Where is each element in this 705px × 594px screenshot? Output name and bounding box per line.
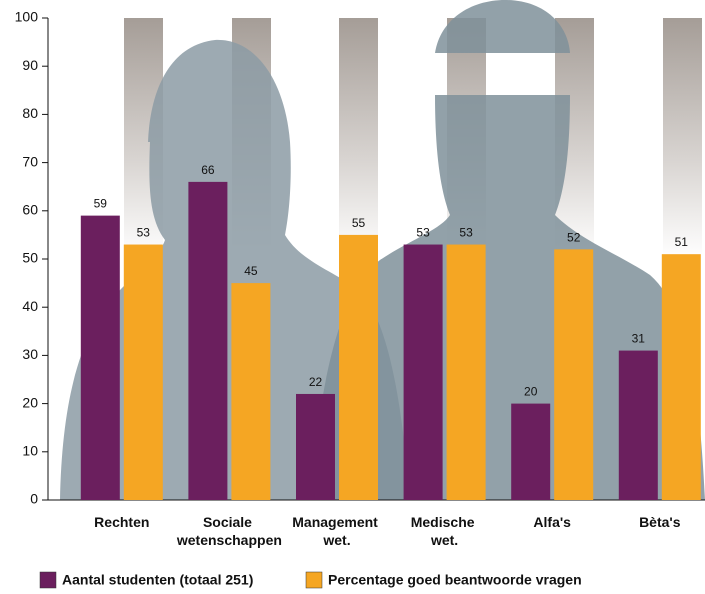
bar: [511, 403, 551, 500]
bar: [554, 249, 594, 500]
y-tick-label: 90: [22, 57, 38, 73]
bar: [296, 393, 335, 500]
value-label: 31: [632, 332, 646, 346]
x-tick-label: Sociale wetenschappen: [176, 514, 282, 548]
bar: [80, 215, 120, 500]
y-tick-label: 50: [22, 250, 38, 266]
bar: [618, 350, 658, 500]
bar: [231, 283, 271, 500]
value-label: 51: [675, 235, 689, 249]
value-label: 22: [309, 375, 323, 389]
y-tick-label: 30: [22, 346, 38, 362]
bar: [339, 234, 378, 500]
x-tick-label: Medische wet.: [411, 514, 479, 548]
y-tick-label: 20: [22, 394, 38, 410]
y-tick-label: 60: [22, 202, 38, 218]
value-label: 66: [201, 163, 215, 177]
y-tick-label: 0: [30, 491, 38, 507]
y-tick-label: 100: [15, 9, 39, 25]
y-tick-label: 80: [22, 105, 38, 121]
x-tick-label: Bèta's: [639, 514, 681, 530]
bar: [661, 254, 701, 500]
value-label: 59: [94, 197, 108, 211]
value-label: 55: [352, 216, 366, 230]
y-tick-label: 40: [22, 298, 38, 314]
value-label: 53: [416, 226, 430, 240]
bar: [403, 244, 443, 500]
y-tick-label: 70: [22, 153, 38, 169]
bar: [446, 244, 486, 500]
legend-swatch: [305, 571, 323, 589]
x-tick-label: Management wet.: [292, 514, 381, 548]
value-label: 53: [137, 226, 151, 240]
legend-label: Aantal studenten (totaal 251): [62, 572, 253, 588]
value-label: 45: [244, 264, 258, 278]
value-label: 53: [459, 226, 473, 240]
value-label: 52: [567, 230, 581, 244]
legend-label: Percentage goed beantwoorde vragen: [328, 572, 582, 588]
bar: [188, 181, 228, 500]
x-tick-label: Rechten: [94, 514, 149, 530]
legend-swatch: [39, 571, 57, 589]
bar: [123, 244, 163, 500]
legend: Aantal studenten (totaal 251) Percentage …: [39, 571, 582, 589]
y-tick-label: 10: [22, 443, 38, 459]
value-label: 20: [524, 385, 538, 399]
x-tick-label: Alfa's: [533, 514, 571, 530]
